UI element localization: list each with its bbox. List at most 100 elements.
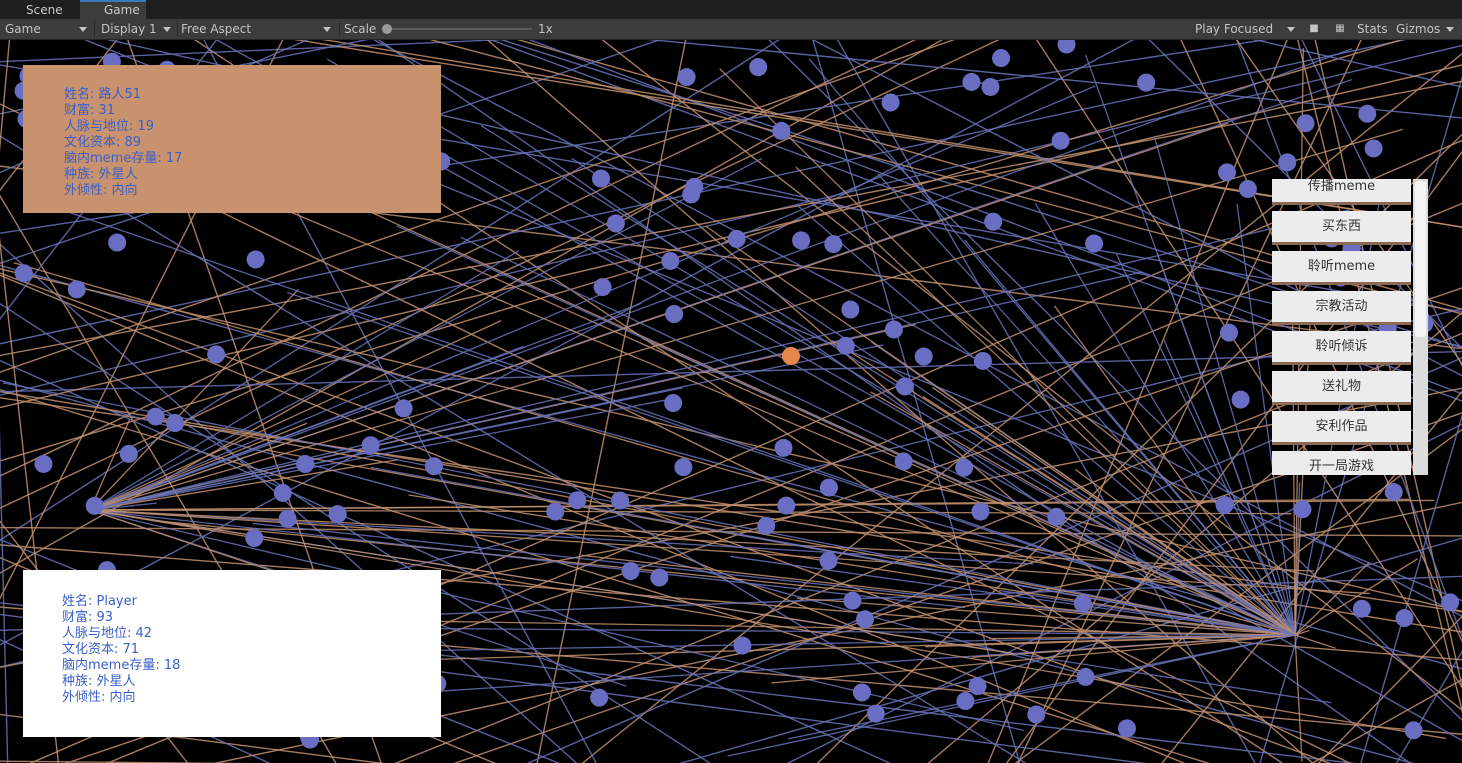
action-button[interactable]: 开一局游戏 (1272, 451, 1411, 475)
connection-line (326, 58, 1296, 636)
action-button[interactable]: 买东西 (1272, 211, 1411, 245)
mute-toggle[interactable]: ■ (1309, 23, 1319, 34)
agent-node (108, 233, 127, 252)
connection-line (795, 166, 1296, 636)
agent-node (593, 278, 612, 297)
connection-line (1317, 615, 1462, 763)
separator (339, 21, 340, 37)
connection-line (372, 40, 1462, 618)
connection-line (0, 40, 1135, 646)
shortcut-toggle[interactable]: ▦ (1335, 23, 1345, 34)
agent-node (546, 502, 565, 521)
agent-node (968, 677, 987, 696)
agent-node (992, 49, 1011, 68)
player-info-lines: 姓名: Player 财富: 93 人脉与地位: 42 文化资本: 71 脑内meme存… (62, 594, 180, 706)
scrollbar-thumb[interactable] (1415, 181, 1426, 337)
agent-node (727, 229, 746, 248)
connection-line (89, 499, 1435, 511)
connection-line (153, 519, 1296, 636)
play-mode-dropdown[interactable]: Play Focused (1195, 19, 1299, 39)
connection-line (348, 100, 1296, 636)
agent-node (685, 177, 704, 196)
action-button[interactable]: 送礼物 (1272, 371, 1411, 405)
connection-line (998, 589, 1296, 636)
connection-line (0, 80, 1462, 357)
agent-node (328, 505, 347, 524)
connection-line (1253, 40, 1462, 88)
action-button[interactable]: 安利作品 (1272, 411, 1411, 445)
separator (177, 21, 178, 37)
connection-line (0, 274, 1186, 763)
agent-node (855, 610, 874, 629)
connection-line (89, 419, 131, 511)
agent-node (1073, 594, 1092, 613)
agent-node (881, 93, 900, 112)
connection-line (89, 157, 763, 511)
connection-line (877, 173, 1296, 636)
agent-node (852, 683, 871, 702)
scale-track (386, 28, 532, 30)
stats-toggle[interactable]: Stats (1357, 22, 1388, 36)
connection-line (89, 48, 1353, 511)
connection-line (1074, 468, 1296, 636)
agent-node (962, 72, 981, 91)
agent-node (661, 251, 680, 270)
agent-node (1117, 719, 1136, 738)
connection-line (467, 265, 1296, 636)
scrollbar[interactable] (1413, 179, 1428, 475)
connection-line (0, 44, 1462, 396)
agent-node (674, 458, 693, 477)
info-line: 外倾性: 内向 (64, 183, 138, 198)
gizmos-dropdown[interactable]: Gizmos (1396, 19, 1458, 39)
tab-bar: Scene Game (0, 0, 1462, 19)
connection-line (0, 359, 892, 763)
connection-line (0, 40, 11, 153)
agent-node (85, 496, 104, 515)
view-dropdown[interactable]: Game (5, 19, 91, 39)
connection-line (1153, 135, 1296, 636)
connection-line (37, 200, 1296, 636)
connection-line (870, 391, 1296, 636)
connection-line (1259, 75, 1462, 763)
agent-node (207, 345, 226, 364)
agent-node (1384, 483, 1403, 502)
npc-info-lines: 姓名: 路人51 财富: 31 人脉与地位: 19 文化资本: 89 脑内meme存量:… (64, 87, 182, 199)
scale-handle[interactable] (382, 24, 392, 34)
action-button[interactable]: 宗教活动 (1272, 291, 1411, 325)
connection-line (0, 40, 956, 373)
action-button[interactable]: 聆听meme (1272, 251, 1411, 285)
action-button[interactable]: 聆听倾诉 (1272, 331, 1411, 365)
agent-node (278, 509, 297, 528)
tab[interactable]: Game (80, 0, 146, 19)
agent-node (841, 300, 860, 319)
agent-node (955, 458, 974, 477)
aspect-dropdown[interactable]: Free Aspect (181, 19, 335, 39)
info-line: 人脉与地位: 42 (62, 626, 153, 641)
tab[interactable]: Scene (26, 3, 63, 17)
agent-node (973, 351, 992, 370)
connection-line (647, 40, 1462, 119)
action-button[interactable]: 传播meme (1272, 179, 1411, 205)
connection-line (964, 239, 1296, 636)
connection-line (1115, 253, 1296, 636)
agent-node (1293, 500, 1312, 519)
agent-node (866, 704, 885, 723)
connection-line (571, 157, 1296, 636)
info-line: 姓名: 路人51 (64, 87, 142, 102)
connection-line (89, 344, 884, 511)
info-line: 种族: 外星人 (62, 674, 136, 689)
connection-line (89, 509, 966, 609)
connection-line (1294, 558, 1418, 636)
npc-info-panel: 姓名: 路人51 财富: 31 人脉与地位: 19 文化资本: 89 脑内meme存量:… (23, 65, 441, 213)
agent-node (1051, 131, 1070, 150)
agent-node (956, 692, 975, 711)
agent-node (246, 250, 265, 269)
connection-line (1162, 338, 1296, 636)
connection-line (89, 85, 1096, 511)
connection-line (1053, 305, 1296, 636)
display-dropdown[interactable]: Display 1 (101, 19, 175, 39)
agent-node (665, 305, 684, 324)
agent-node (824, 235, 843, 254)
agent-node (1441, 593, 1460, 612)
